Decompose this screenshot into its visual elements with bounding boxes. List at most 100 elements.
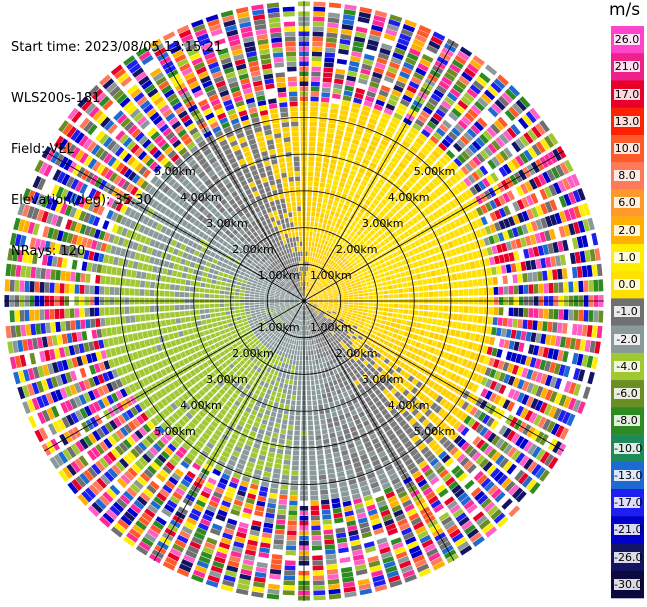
velocity-gate — [282, 469, 290, 475]
velocity-gate — [349, 393, 356, 400]
velocity-gate — [208, 500, 219, 508]
velocity-gate — [273, 539, 284, 545]
velocity-gate — [297, 345, 301, 351]
velocity-gate — [349, 250, 355, 256]
velocity-gate — [336, 532, 347, 539]
velocity-gate — [343, 268, 349, 273]
velocity-gate — [535, 466, 546, 479]
velocity-gate — [319, 277, 324, 282]
velocity-gate — [362, 286, 368, 290]
velocity-gate — [253, 442, 261, 449]
velocity-gate — [199, 331, 205, 337]
velocity-gate — [245, 497, 255, 505]
velocity-gate — [334, 362, 340, 369]
velocity-gate — [335, 344, 340, 350]
velocity-gate — [354, 155, 363, 163]
velocity-gate — [548, 282, 554, 294]
velocity-gate — [186, 517, 198, 526]
velocity-gate — [574, 251, 581, 264]
velocity-gate — [385, 335, 392, 342]
velocity-gate — [354, 177, 362, 184]
velocity-gate — [307, 345, 311, 351]
velocity-gate — [466, 323, 472, 331]
velocity-gate — [432, 112, 443, 122]
velocity-gate — [464, 332, 471, 340]
velocity-gate — [321, 260, 325, 266]
velocity-gate — [137, 441, 148, 452]
velocity-gate — [436, 253, 443, 261]
velocity-gate — [239, 326, 246, 331]
velocity-gate — [302, 316, 304, 321]
velocity-gate — [442, 425, 452, 435]
velocity-gate — [335, 350, 341, 356]
velocity-gate — [294, 430, 300, 436]
velocity-gate — [424, 468, 434, 478]
velocity-gate — [335, 68, 346, 75]
velocity-gate — [322, 267, 327, 272]
velocity-gate — [241, 512, 252, 520]
velocity-gate — [466, 370, 475, 380]
velocity-gate — [508, 505, 521, 518]
velocity-gate — [409, 466, 419, 475]
velocity-gate — [260, 481, 270, 488]
velocity-gate — [351, 430, 359, 437]
velocity-gate — [417, 478, 428, 488]
velocity-gate — [322, 77, 332, 83]
velocity-gate — [236, 340, 242, 346]
velocity-gate — [382, 286, 388, 291]
velocity-gate — [564, 253, 572, 265]
velocity-gate — [433, 305, 439, 311]
velocity-gate — [418, 237, 426, 245]
velocity-gate — [166, 499, 178, 509]
velocity-gate — [310, 325, 313, 330]
velocity-gate — [444, 134, 455, 145]
velocity-gate — [464, 262, 471, 270]
velocity-gate — [192, 462, 202, 471]
velocity-gate — [479, 165, 489, 176]
velocity-gate — [341, 286, 347, 290]
velocity-gate — [426, 472, 437, 482]
velocity-gate — [121, 365, 128, 375]
velocity-gate — [589, 340, 596, 353]
velocity-gate — [146, 420, 155, 430]
velocity-gate — [207, 575, 220, 583]
velocity-gate — [433, 291, 439, 297]
velocity-gate — [268, 583, 280, 590]
velocity-gate — [557, 180, 567, 193]
velocity-gate — [411, 386, 419, 395]
velocity-gate — [343, 215, 349, 222]
velocity-gate — [497, 74, 509, 86]
velocity-gate — [100, 474, 111, 486]
velocity-gate — [429, 116, 440, 126]
velocity-gate — [158, 512, 170, 522]
velocity-gate — [70, 412, 80, 424]
velocity-gate — [278, 314, 284, 318]
velocity-gate — [245, 344, 251, 350]
velocity-gate — [434, 146, 444, 156]
velocity-gate — [313, 299, 319, 301]
velocity-gate — [352, 46, 364, 53]
velocity-gate — [451, 532, 464, 543]
velocity-gate — [223, 348, 230, 355]
velocity-gate — [362, 271, 369, 276]
velocity-gate — [318, 305, 323, 308]
velocity-gate — [326, 559, 337, 565]
velocity-gate — [344, 183, 351, 190]
velocity-gate — [383, 33, 396, 42]
velocity-gate — [181, 525, 193, 535]
velocity-gate — [138, 516, 150, 527]
velocity-gate — [554, 377, 562, 390]
velocity-gate — [418, 415, 427, 424]
velocity-gate — [296, 330, 299, 335]
velocity-gate — [312, 324, 316, 329]
velocity-gate — [306, 375, 310, 381]
velocity-gate — [339, 197, 346, 204]
velocity-gate — [401, 436, 410, 445]
velocity-gate — [360, 526, 371, 534]
velocity-gate — [276, 310, 282, 314]
velocity-gate — [368, 296, 374, 299]
velocity-gate — [290, 311, 295, 316]
velocity-gate — [341, 449, 349, 456]
velocity-gate — [297, 304, 301, 309]
velocity-gate — [346, 334, 352, 340]
